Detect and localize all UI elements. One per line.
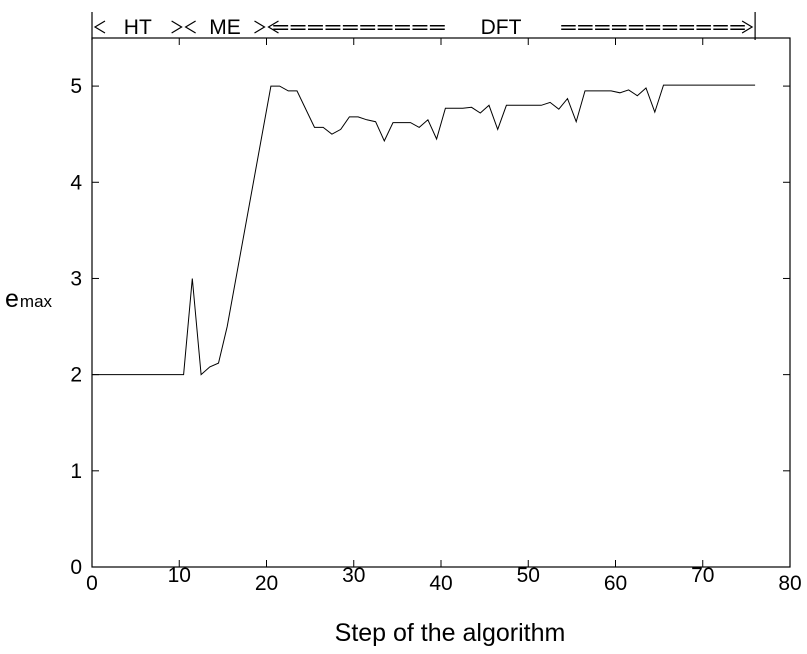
plot-frame bbox=[91, 37, 791, 568]
phase-arrowhead bbox=[741, 20, 754, 34]
x-tick-label: 70 bbox=[691, 564, 714, 587]
phase-label-ht: HT bbox=[124, 16, 152, 39]
phase-arrowhead bbox=[93, 20, 106, 34]
x-tick-label: 20 bbox=[255, 572, 278, 595]
phase-arrowhead bbox=[267, 20, 279, 34]
x-tick-label: 50 bbox=[517, 564, 540, 587]
dft-arrow-left: ========== bbox=[272, 17, 446, 38]
y-tick-label: 3 bbox=[70, 267, 82, 290]
phase-bar: HT ME DFT========== =========== bbox=[91, 12, 756, 40]
y-axis-title-sub: max bbox=[20, 292, 53, 311]
phase-arrowhead bbox=[171, 20, 183, 34]
y-axis-title-main: e bbox=[5, 285, 19, 313]
y-tick-label: 5 bbox=[70, 75, 82, 98]
x-tick-label: 40 bbox=[429, 572, 452, 595]
y-tick-label: 4 bbox=[70, 171, 82, 194]
x-tick-label: 0 bbox=[86, 572, 98, 595]
series-line bbox=[92, 84, 756, 376]
x-axis-title: Step of the algorithm bbox=[335, 619, 566, 647]
axis-labels: 0 10 20 30 40 50 60 70 80 0 1 2 3 4 5 bbox=[70, 75, 801, 595]
y-tick-label: 2 bbox=[70, 364, 82, 387]
phase-label-dft: DFT bbox=[481, 16, 522, 39]
x-tick-label: 30 bbox=[342, 564, 365, 587]
data-series bbox=[92, 84, 756, 376]
y-tick-label: 0 bbox=[70, 556, 82, 579]
axis-ticks bbox=[91, 38, 791, 568]
phase-label-me: ME bbox=[209, 16, 241, 39]
x-tick-label: 60 bbox=[604, 572, 627, 595]
y-tick-label: 1 bbox=[70, 460, 82, 483]
phase-arrowhead bbox=[184, 20, 196, 34]
x-tick-label: 80 bbox=[778, 572, 801, 595]
x-tick-label: 10 bbox=[168, 564, 191, 587]
y-axis-title: emax bbox=[5, 285, 53, 313]
phase-arrowhead bbox=[254, 20, 266, 34]
dft-arrow-right: =========== bbox=[560, 17, 746, 38]
